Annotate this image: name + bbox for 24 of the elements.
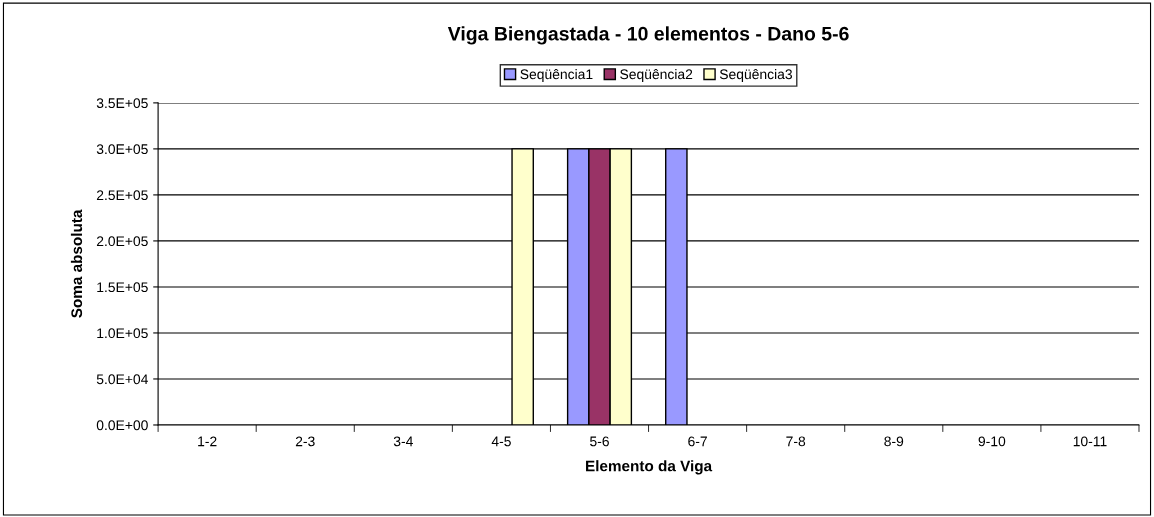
y-tick-label: 0.0E+00 <box>96 420 148 431</box>
x-tick-label: 6-7 <box>688 436 707 447</box>
y-tick-label: 3.5E+05 <box>96 98 148 109</box>
legend-label: Seqüência1 <box>520 68 593 82</box>
x-axis-title: Elemento da Viga <box>586 460 713 475</box>
x-tick-label: 4-5 <box>491 436 511 447</box>
y-tick-label: 5.0E+04 <box>96 374 148 385</box>
legend-label: Seqüência2 <box>620 68 693 82</box>
legend-label: Seqüência3 <box>719 68 793 82</box>
x-tick-label: 5-6 <box>590 436 609 447</box>
y-tick-label: 2.0E+05 <box>96 236 148 247</box>
x-tick-label: 3-4 <box>393 436 413 447</box>
x-tick-label: 2-3 <box>295 436 315 447</box>
x-tick-label: 8-9 <box>884 436 904 447</box>
chart-title: Viga Biengastada - 10 elementos - Dano 5-6 <box>447 26 849 45</box>
y-axis-title: Soma absoluta <box>70 209 83 318</box>
x-tick-label: 7-8 <box>786 436 806 447</box>
y-tick-label: 1.0E+05 <box>97 328 148 339</box>
y-tick-label: 1.5E+05 <box>97 282 148 293</box>
y-tick-label: 2.5E+05 <box>96 190 148 201</box>
x-tick-label: 9-10 <box>978 436 1006 447</box>
x-tick-label: 1-2 <box>198 436 217 447</box>
y-tick-label: 3.0E+05 <box>96 144 148 155</box>
x-tick-label: 10-11 <box>1073 436 1107 447</box>
